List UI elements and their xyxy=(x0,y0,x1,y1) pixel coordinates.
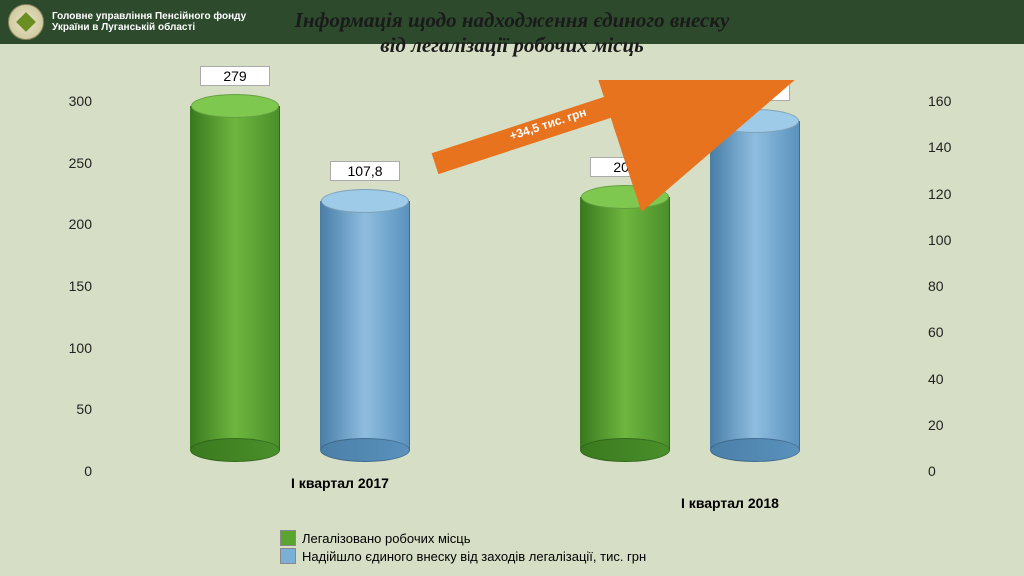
legend-label: Надійшло єдиного внеску від заходів лега… xyxy=(302,549,646,564)
right-axis: 0 20 40 60 80 100 120 140 160 xyxy=(928,80,970,480)
bar-value-label: 142,3 xyxy=(720,81,790,101)
legend-label: Легалізовано робочих місць xyxy=(302,531,471,546)
right-tick: 100 xyxy=(928,232,970,248)
page-title: Інформація щодо надходження єдиного внес… xyxy=(0,8,1024,58)
bar-cylinder: 205 xyxy=(580,197,670,450)
right-tick: 140 xyxy=(928,139,970,155)
bar-value-label: 279 xyxy=(200,66,270,86)
group-label: I квартал 2018 xyxy=(580,495,880,511)
bar-cylinder: 142,3 xyxy=(710,121,800,450)
bar-cylinder: 107,8 xyxy=(320,201,410,450)
title-line-2: від легалізації робочих місць xyxy=(0,33,1024,58)
legend-swatch-icon xyxy=(280,548,296,564)
right-tick: 160 xyxy=(928,93,970,109)
bar-value-label: 107,8 xyxy=(330,161,400,181)
bar-value-label: 205 xyxy=(590,157,660,177)
left-tick: 300 xyxy=(50,93,92,109)
legend-item: Легалізовано робочих місць xyxy=(280,530,646,546)
right-tick: 20 xyxy=(928,417,970,433)
bar-cylinder: 279 xyxy=(190,106,280,450)
legend-item: Надійшло єдиного внеску від заходів лега… xyxy=(280,548,646,564)
left-tick: 250 xyxy=(50,155,92,171)
left-axis: 0 50 100 150 200 250 300 xyxy=(50,80,92,480)
left-tick: 100 xyxy=(50,340,92,356)
right-tick: 80 xyxy=(928,278,970,294)
left-tick: 0 xyxy=(50,463,92,479)
right-tick: 60 xyxy=(928,324,970,340)
legend-swatch-icon xyxy=(280,530,296,546)
title-line-1: Інформація щодо надходження єдиного внес… xyxy=(0,8,1024,33)
right-tick: 120 xyxy=(928,186,970,202)
left-tick: 150 xyxy=(50,278,92,294)
left-tick: 200 xyxy=(50,216,92,232)
right-tick: 0 xyxy=(928,463,970,479)
left-tick: 50 xyxy=(50,401,92,417)
chart: 050100150200250300 020406080100120140160… xyxy=(100,80,920,480)
group-label: I квартал 2017 xyxy=(190,475,490,491)
right-tick: 40 xyxy=(928,371,970,387)
legend: Легалізовано робочих місць Надійшло єдино… xyxy=(280,528,646,564)
